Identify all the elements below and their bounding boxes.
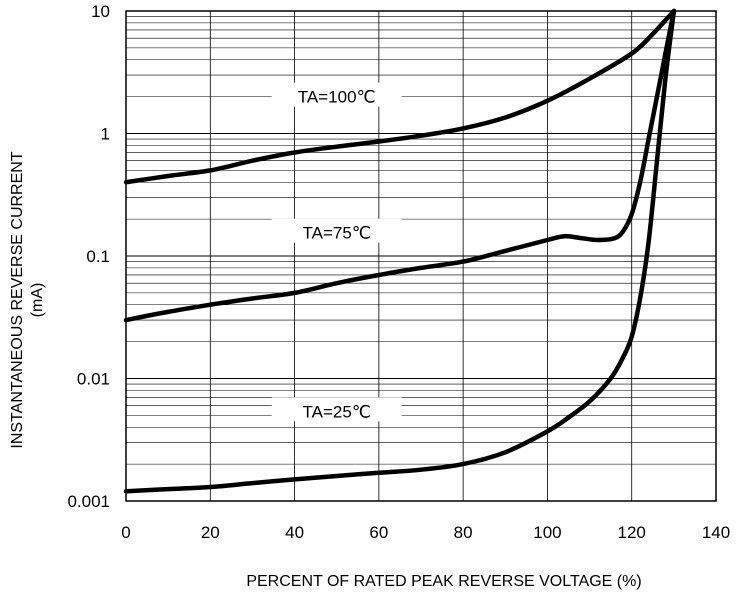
series-layer [123,8,677,494]
x-tick-labels: 0 20 40 60 80 100 120 140 [121,523,730,542]
minor-grid [126,16,716,465]
y-tick-label: 1 [101,125,110,144]
series-line [123,8,677,494]
curve-labels: TA=100℃ TA=75℃ TA=25℃ [271,82,402,422]
curve-label: TA=100℃ [298,88,376,107]
curve-label: TA=75℃ [303,224,371,243]
curve-label-background [271,397,402,422]
series-line [123,8,677,323]
y-axis-title-line1: INSTANTANEOUS REVERSE CURRENT [9,151,26,448]
x-tick-label: 80 [454,523,473,542]
y-tick-label: 0.1 [86,247,110,266]
x-tick-label: 100 [533,523,561,542]
series-line [123,8,677,185]
y-tick-labels: 0.001 0.01 0.1 1 10 [67,2,110,511]
curve-label: TA=25℃ [303,402,371,421]
x-tick-label: 20 [201,523,220,542]
y-tick-label: 10 [91,2,110,21]
y-tick-label: 0.001 [67,492,110,511]
y-tick-label: 0.01 [77,370,110,389]
plot-frame [125,10,717,502]
x-tick-label: 140 [702,523,730,542]
x-tick-label: 120 [618,523,646,542]
x-tick-label: 40 [285,523,304,542]
curve-label-background [271,82,402,107]
x-tick-label: 0 [121,523,130,542]
y-axis-title-line2: (mA) [29,283,46,318]
x-tick-label: 60 [369,523,388,542]
y-axis-title: INSTANTANEOUS REVERSE CURRENT (mA) [9,151,46,448]
x-axis-title: PERCENT OF RATED PEAK REVERSE VOLTAGE (%… [246,573,641,590]
curve-label-background [271,218,402,243]
